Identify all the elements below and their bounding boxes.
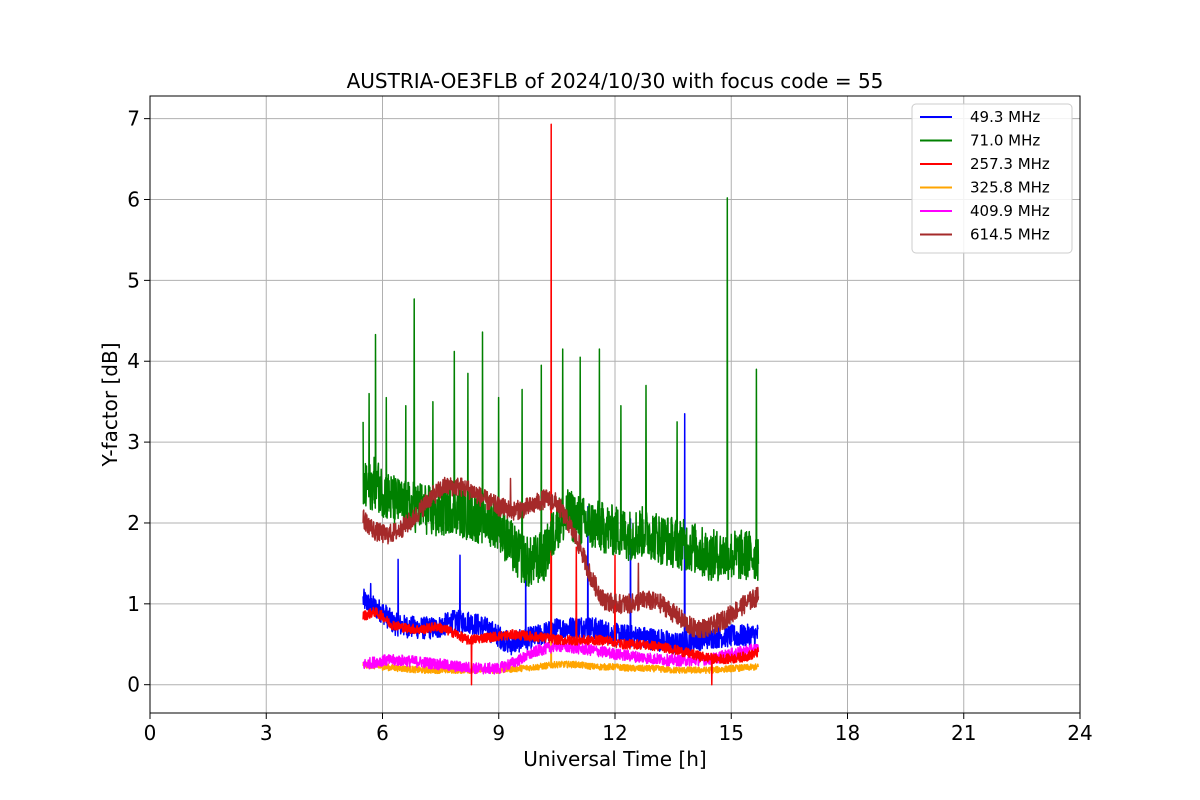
y-tick-label: 1 [127,592,140,616]
y-tick-label: 6 [127,188,140,212]
x-tick-label: 12 [602,721,627,745]
x-tick-label: 6 [376,721,389,745]
legend: 49.3 MHz 71.0 MHz 257.3 MHz 325.8 MHz 409.9… [911,103,1073,254]
legend-label: 49.3 MHz [970,108,1040,126]
x-tick-label: 15 [719,721,744,745]
x-axis-title: Universal Time [h] [523,747,706,771]
legend-label: 325.8 MHz [970,179,1050,197]
x-tick-label: 21 [951,721,976,745]
plot-lines [362,123,760,686]
series-line [362,197,760,588]
legend-label: 71.0 MHz [970,132,1040,150]
legend-label: 257.3 MHz [970,155,1050,173]
chart-title: AUSTRIA-OE3FLB of 2024/10/30 with focus … [347,69,884,93]
x-tick-label: 0 [144,721,157,745]
y-tick-label: 4 [127,349,140,373]
legend-label: 409.9 MHz [970,202,1050,220]
y-tick-label: 5 [127,268,140,292]
legend-label: 614.5 MHz [970,226,1050,244]
series-line [362,476,760,639]
series-line [362,441,760,675]
y-tick-label: 7 [127,107,140,131]
y-tick-label: 2 [127,511,140,535]
y-tick-label: 3 [127,430,140,454]
y-axis-title: Y-factor [dB] [98,342,122,467]
y-tick-label: 0 [127,673,140,697]
x-tick-label: 9 [492,721,505,745]
x-tick-label: 24 [1067,721,1092,745]
series-line [362,123,760,686]
x-tick-label: 18 [835,721,860,745]
x-tick-label: 3 [260,721,273,745]
